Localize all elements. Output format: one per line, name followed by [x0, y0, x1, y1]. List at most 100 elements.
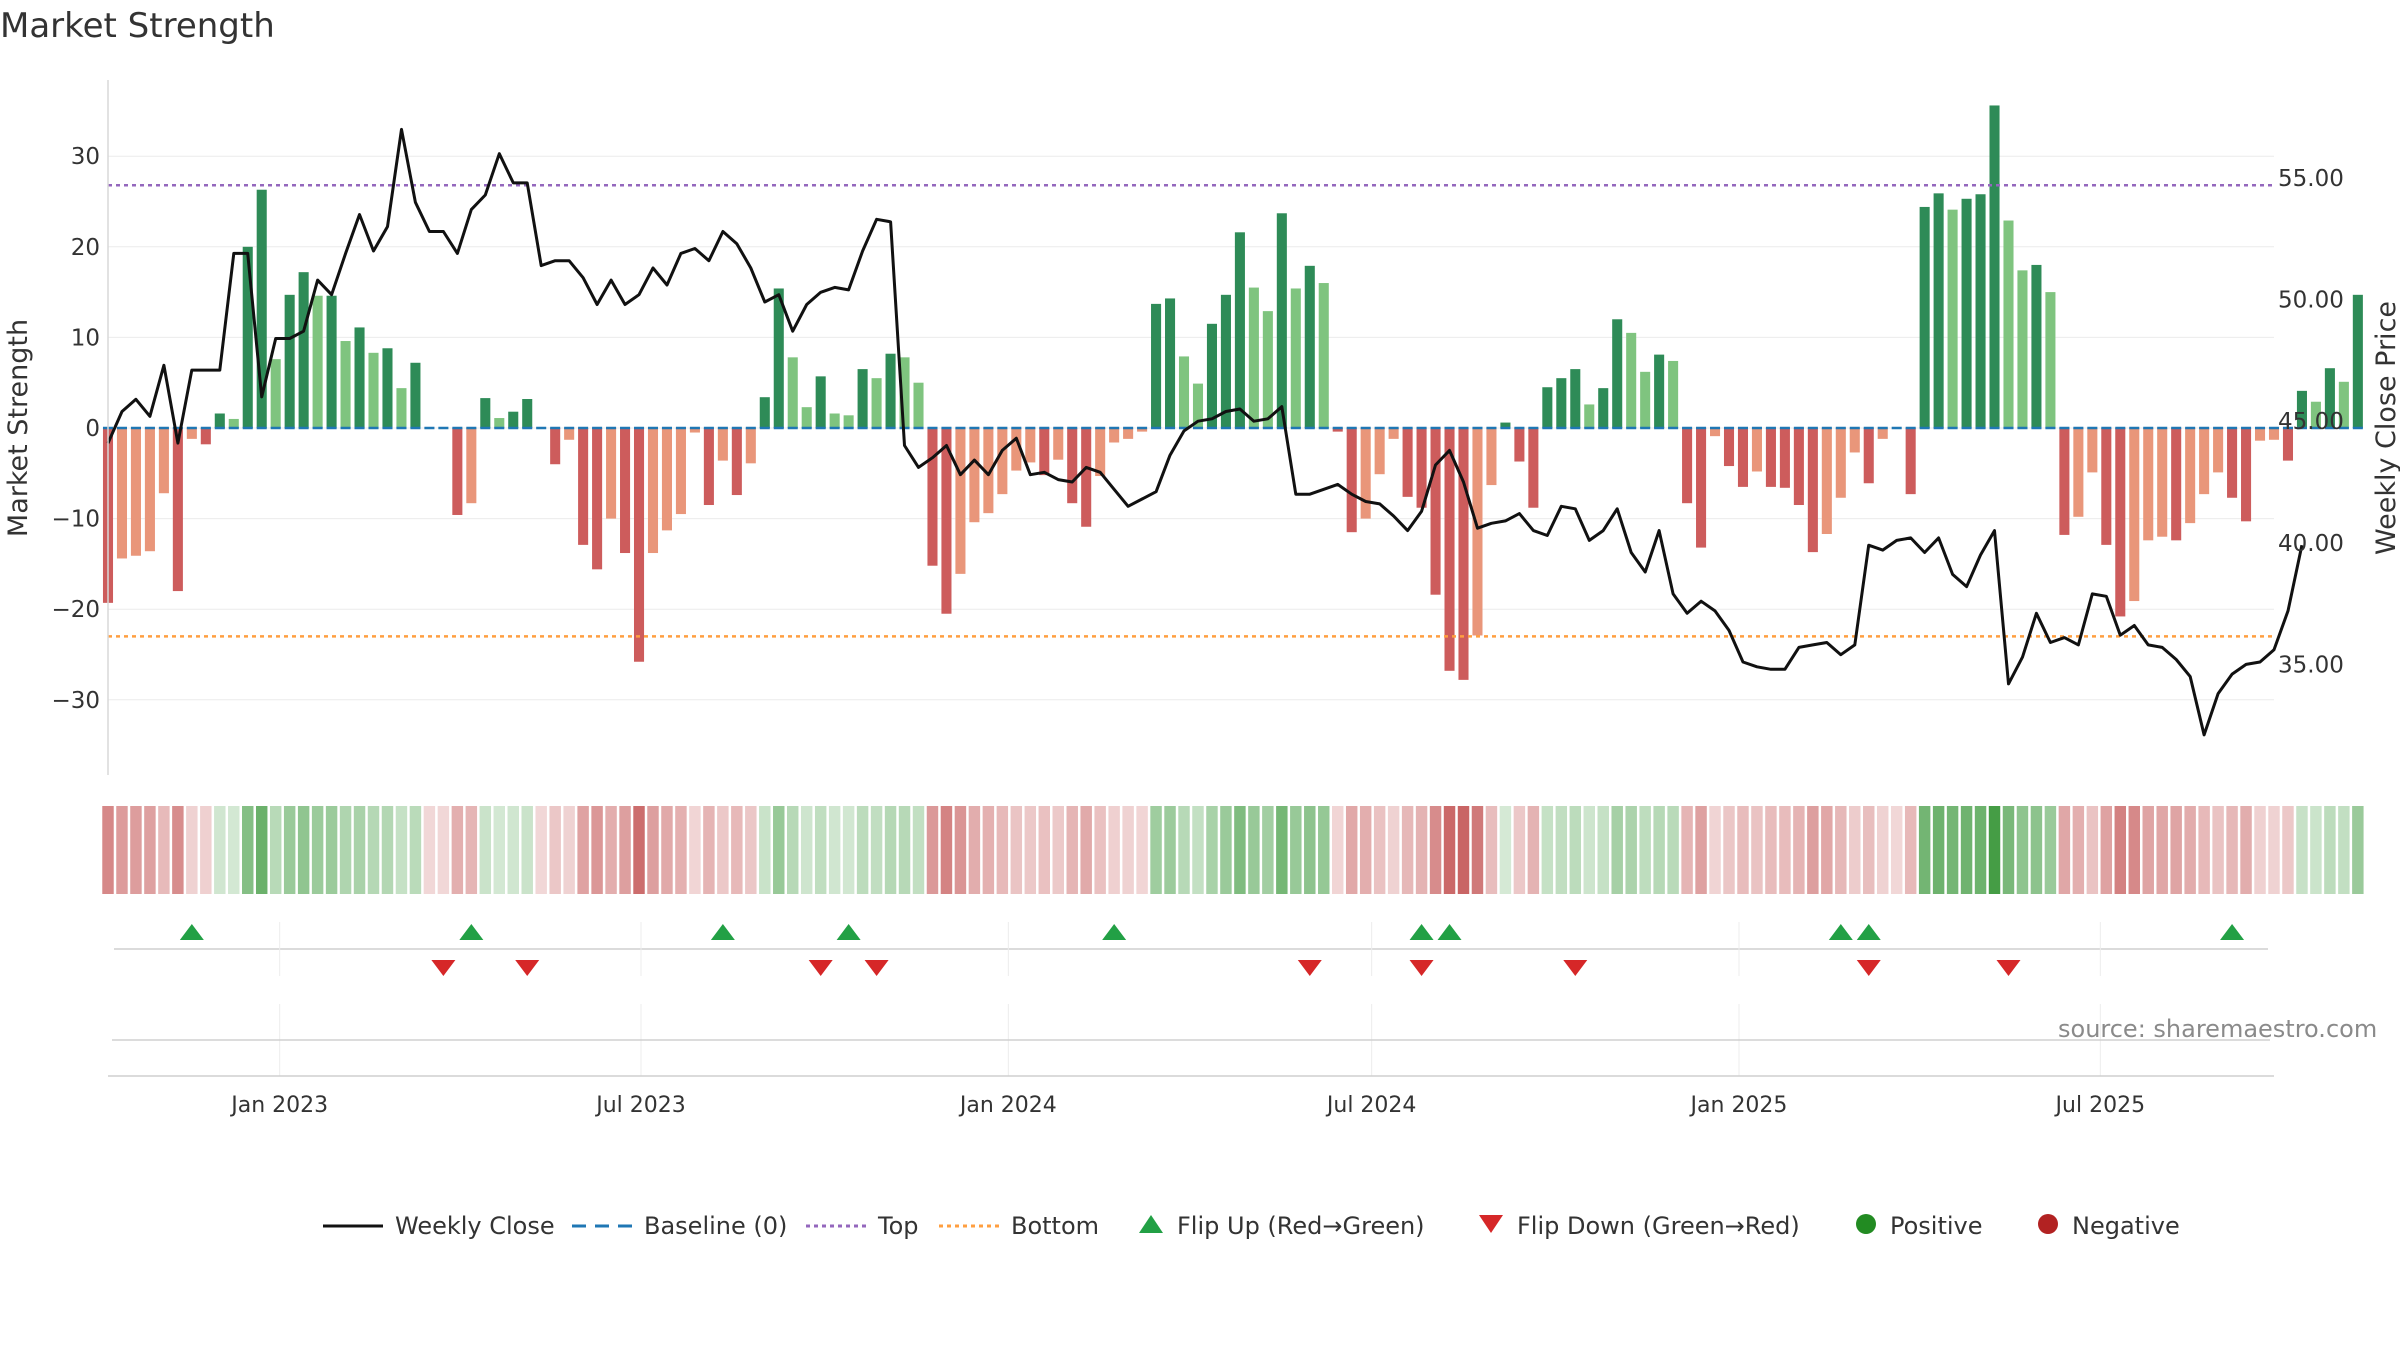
- legend-line-dotted-icon: [939, 1217, 999, 1236]
- positive-strength-bar: [1975, 194, 1986, 428]
- positive-strength-bar: [1304, 265, 1315, 428]
- negative-strength-bar: [1528, 428, 1539, 508]
- negative-strength-bar: [2087, 428, 2098, 473]
- reference-lines: [102, 183, 2363, 638]
- negative-strength-bar: [2115, 428, 2126, 617]
- heat-cell: [1541, 806, 1554, 894]
- heat-cell: [2072, 806, 2085, 894]
- heat-cell: [814, 806, 827, 894]
- heat-cell: [1681, 806, 1693, 894]
- circle-icon: [1854, 1212, 1878, 1240]
- negative-strength-bar: [130, 428, 141, 556]
- negative-strength-bar: [2282, 428, 2294, 461]
- heat-cell: [1932, 806, 1945, 894]
- strength-heat-strip: [102, 806, 2364, 894]
- heat-cell: [1010, 806, 1023, 894]
- negative-strength-bar: [1053, 428, 1064, 460]
- flip-down-marker: [1996, 960, 2021, 976]
- positive-strength-bar: [787, 357, 798, 428]
- weekly-close-series: [106, 127, 2304, 737]
- heat-cell: [1835, 806, 1847, 894]
- heat-cell: [1849, 806, 1861, 894]
- chart-title: Market Strength: [0, 6, 275, 46]
- heat-cell: [1695, 806, 1707, 894]
- negative-strength-bar: [1360, 428, 1371, 519]
- flip-up-marker: [836, 924, 861, 940]
- weekly-close-line: [106, 127, 2304, 737]
- positive-strength-bar: [410, 362, 421, 428]
- negative-strength-bar: [717, 428, 728, 461]
- negative-strength-bar: [689, 428, 700, 433]
- positive-strength-bar: [801, 407, 812, 428]
- heat-cell: [2296, 806, 2308, 894]
- positive-strength-bar: [214, 413, 225, 428]
- negative-strength-bar: [200, 428, 211, 445]
- heat-cell: [1611, 806, 1623, 894]
- negative-strength-bar: [1137, 428, 1148, 432]
- positive-strength-bar: [1654, 354, 1665, 428]
- legend-item-flip-down: Flip Down (Green→Red): [1477, 1206, 1800, 1246]
- heat-cell: [1178, 806, 1190, 894]
- y-tick-label: 10: [71, 325, 100, 351]
- heat-cell: [787, 806, 799, 894]
- positive-strength-bar: [508, 411, 519, 428]
- x-tick-label: Jan 2024: [958, 1093, 1057, 1118]
- heat-cell: [172, 806, 184, 894]
- heat-cell: [1122, 806, 1134, 894]
- heat-cell: [1499, 806, 1512, 894]
- positive-strength-bar: [1165, 298, 1176, 428]
- positive-strength-bar: [340, 341, 351, 428]
- axes: 30 20 10 0 −10 −20 −30 55.00 50.00 45.00 40.00 35.0…: [3, 80, 2400, 775]
- heat-cell: [1248, 806, 1260, 894]
- negative-strength-bar: [1793, 428, 1804, 506]
- negative-strength-bar: [2268, 428, 2280, 440]
- heat-cell: [1304, 806, 1316, 894]
- heat-cell: [1164, 806, 1176, 894]
- positive-strength-bar: [1262, 311, 1273, 428]
- flip-down-marker: [1856, 960, 1881, 976]
- negative-strength-bar: [1877, 428, 1888, 439]
- flip-down-marker: [1563, 960, 1588, 976]
- flip-down-marker: [431, 960, 456, 976]
- negative-strength-bar: [2129, 428, 2140, 602]
- heat-cell: [1415, 806, 1428, 894]
- heat-cell: [144, 806, 156, 894]
- negative-strength-bar: [1039, 428, 1050, 476]
- positive-strength-bar: [1178, 356, 1190, 428]
- heat-cell: [759, 806, 771, 894]
- heat-cell: [423, 806, 436, 894]
- heat-cell: [2310, 806, 2322, 894]
- heat-cell: [2282, 806, 2294, 894]
- positive-strength-bar: [2045, 292, 2056, 428]
- heat-cell: [2086, 806, 2099, 894]
- heat-cell: [2240, 806, 2252, 894]
- heat-cell: [283, 806, 296, 894]
- heat-cell: [102, 806, 114, 894]
- heat-cell: [2142, 806, 2154, 894]
- heat-cell: [437, 806, 450, 894]
- heat-cell: [1513, 806, 1526, 894]
- heat-cell: [1290, 806, 1302, 894]
- y-tick-label: −10: [51, 507, 100, 533]
- heat-cell: [731, 806, 743, 894]
- legend-line-dotted-icon: [806, 1217, 866, 1236]
- positive-strength-bar: [885, 353, 896, 428]
- heat-cell: [228, 806, 240, 894]
- negative-strength-bar: [969, 428, 980, 523]
- negative-strength-bar: [703, 428, 714, 506]
- negative-strength-bar: [578, 428, 589, 545]
- heat-cell: [1024, 806, 1037, 894]
- negative-strength-bar: [1123, 428, 1134, 439]
- y-tick-label: 30: [71, 144, 100, 170]
- heat-cell: [1625, 806, 1637, 894]
- heat-cell: [1807, 806, 1819, 894]
- heat-cell: [675, 806, 687, 894]
- negative-strength-bar: [1486, 428, 1497, 486]
- legend-item-weekly-close: Weekly Close: [323, 1206, 555, 1246]
- heat-cell: [381, 806, 394, 894]
- positive-strength-bar: [522, 399, 533, 428]
- negative-strength-bar: [2254, 428, 2266, 441]
- negative-strength-bar: [606, 428, 617, 519]
- flip-up-marker: [1828, 924, 1853, 940]
- negative-strength-bar: [1849, 428, 1860, 453]
